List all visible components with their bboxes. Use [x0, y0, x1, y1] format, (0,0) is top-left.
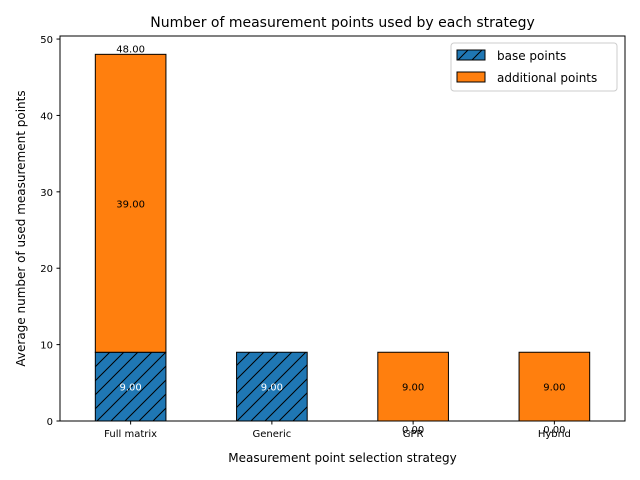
bar-base-points-generic: [236, 351, 308, 422]
label-base-points-gpr: 0.00: [402, 425, 424, 436]
label-additional-points-gpr: 9.00: [402, 383, 424, 394]
label-total-full-matrix: 48.00: [116, 44, 145, 55]
legend-label-base-points: base points: [497, 49, 566, 63]
chart-title: Number of measurement points used by eac…: [150, 15, 535, 31]
label-additional-points-full-matrix: 39.00: [116, 199, 145, 210]
y-tick-label-30: 30: [40, 188, 53, 199]
bars-layer: [94, 53, 591, 422]
y-tick-label-0: 0: [47, 417, 53, 428]
x-axis-title: Measurement point selection strategy: [228, 451, 456, 465]
x-tick-label-generic: Generic: [252, 429, 291, 440]
plot-area-frame: [59, 35, 626, 422]
label-additional-points-hybrid: 9.00: [543, 383, 565, 394]
x-axis: Full matrix Generic GPR Hybrid: [104, 421, 571, 440]
bar-additional-points-full-matrix: [94, 53, 167, 353]
x-tick-label-full-matrix: Full matrix: [104, 429, 157, 440]
label-base-points-full-matrix: 9.00: [119, 383, 141, 394]
bar-base-points-full-matrix: [94, 351, 167, 422]
label-base-points-generic: 9.00: [261, 383, 283, 394]
legend: base points additional points: [450, 42, 618, 92]
bar-additional-points-gpr: [377, 351, 449, 422]
x-tick-label-hybrid: Hybrid: [538, 429, 571, 440]
y-tick-label-20: 20: [40, 264, 53, 275]
x-tick-label-gpr: GPR: [403, 429, 424, 440]
legend-frame: [450, 42, 618, 92]
label-base-points-hybrid: 0.00: [543, 425, 565, 436]
y-axis-title: Average number of used measurement point…: [14, 90, 28, 366]
y-tick-label-50: 50: [40, 35, 53, 46]
data-labels-layer: 9.00 39.00 9.00 0.00 9.00 0.00 9.00 48.00: [116, 44, 565, 436]
legend-swatch-additional-points: [456, 71, 486, 83]
y-tick-label-10: 10: [40, 341, 53, 352]
y-tick-label-40: 40: [40, 111, 53, 122]
y-axis: 0 10 20 30 40 50: [40, 35, 60, 428]
legend-swatch-base-points: [456, 49, 486, 61]
legend-label-additional-points: additional points: [497, 71, 597, 85]
